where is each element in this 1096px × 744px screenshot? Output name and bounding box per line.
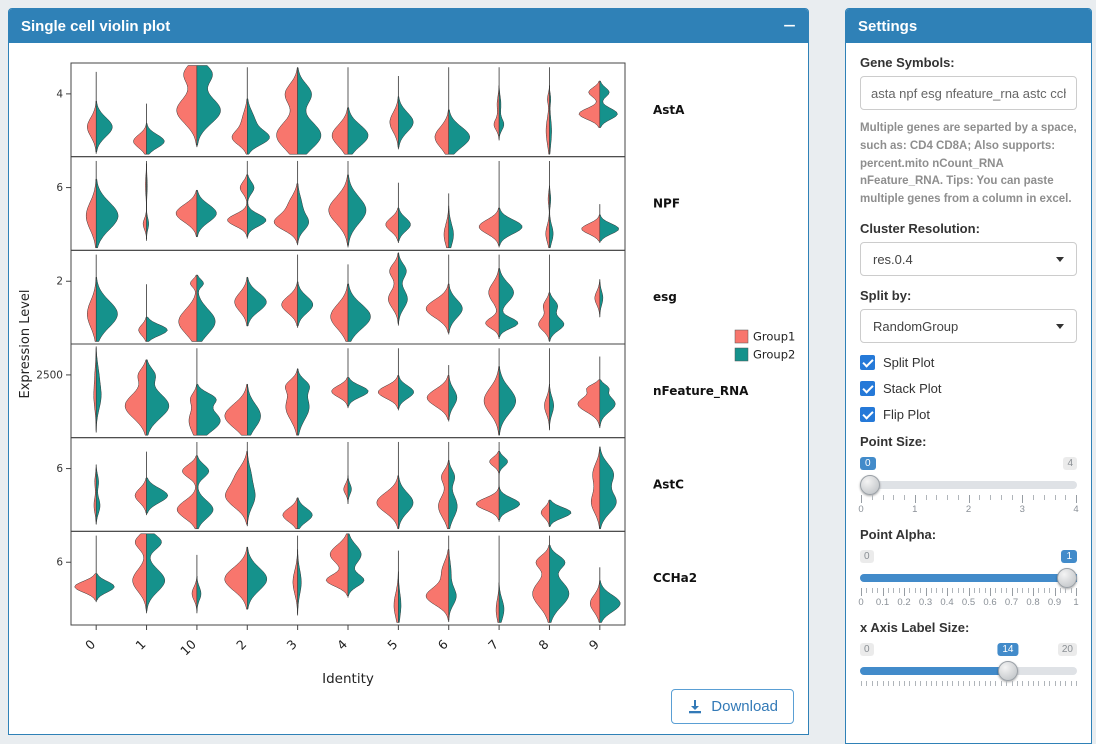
slider-grid — [861, 681, 1077, 700]
violin-plot: 4 AstA 6 NPF 2 esg 2500 nFeature_RNA 6 AstC 6 CCHa2… — [18, 62, 795, 687]
svg-text:9: 9 — [586, 636, 602, 652]
svg-text:esg: esg — [653, 290, 677, 304]
point-size-label: Point Size: — [860, 434, 927, 450]
slider-value-badge: 0 — [860, 457, 876, 471]
violin-plot-panel: Single cell violin plot − 4 AstA 6 NPF 2 esg 2… — [8, 8, 809, 735]
slider-fill-bar — [860, 574, 1077, 583]
download-button[interactable]: Download — [671, 689, 794, 724]
checkbox-checked-icon — [860, 355, 875, 371]
violin-panel-title: Single cell violin plot — [21, 17, 171, 35]
slider-value-badge: 14 — [997, 643, 1019, 657]
svg-text:4: 4 — [334, 636, 350, 652]
split-plot-checkbox[interactable]: Split Plot — [860, 355, 1077, 371]
svg-text:Group2: Group2 — [753, 348, 795, 362]
gene-symbols-input[interactable] — [860, 76, 1077, 110]
x-axis-label-size-slider[interactable]: 0 20 14 — [860, 641, 1077, 701]
svg-text:2: 2 — [56, 276, 63, 288]
download-icon — [689, 699, 702, 713]
svg-text:6: 6 — [56, 182, 63, 194]
stack-plot-checkbox-label: Stack Plot — [883, 381, 942, 397]
svg-text:7: 7 — [485, 637, 501, 653]
dropdown-caret-icon — [1056, 323, 1064, 329]
svg-text:2500: 2500 — [36, 369, 63, 381]
split-by-label: Split by: — [860, 288, 912, 304]
settings-panel-title: Settings — [858, 17, 918, 35]
download-label: Download — [711, 698, 778, 715]
svg-text:2: 2 — [233, 637, 249, 653]
svg-text:CCHa2: CCHa2 — [653, 571, 697, 585]
svg-text:8: 8 — [535, 636, 551, 652]
svg-text:AstA: AstA — [653, 103, 685, 117]
svg-text:Group1: Group1 — [753, 330, 795, 344]
gene-symbols-help-text: Multiple genes are separted by a space, … — [860, 122, 1077, 206]
flip-plot-checkbox-label: Flip Plot — [883, 407, 930, 423]
slider-handle[interactable] — [997, 661, 1018, 682]
point-size-slider[interactable]: 04001234 — [858, 457, 1079, 516]
svg-text:5: 5 — [384, 637, 400, 653]
svg-text:6: 6 — [435, 636, 451, 652]
slider-track — [860, 481, 1077, 490]
violin-panel-body: 4 AstA 6 NPF 2 esg 2500 nFeature_RNA 6 AstC 6 CCHa2… — [9, 43, 808, 734]
slider-value-badge: 1 — [1061, 550, 1077, 564]
violin-panel-header: Single cell violin plot − — [9, 9, 808, 43]
gene-symbols-label: Gene Symbols: — [860, 55, 955, 70]
svg-text:4: 4 — [56, 88, 63, 100]
split-plot-checkbox-label: Split Plot — [883, 355, 935, 371]
collapse-button[interactable]: − — [783, 13, 796, 38]
cluster-resolution-select[interactable]: res.0.4 — [860, 242, 1077, 277]
checkbox-checked-icon — [860, 407, 875, 423]
svg-text:Identity: Identity — [322, 671, 374, 687]
svg-text:AstC: AstC — [653, 478, 684, 492]
flip-plot-checkbox[interactable]: Flip Plot — [860, 407, 1077, 423]
stack-plot-checkbox[interactable]: Stack Plot — [860, 381, 1077, 397]
cluster-resolution-value: res.0.4 — [873, 251, 913, 267]
svg-text:3: 3 — [284, 637, 300, 653]
svg-text:0: 0 — [82, 636, 98, 652]
point-alpha-slider[interactable]: 01100.10.20.30.40.50.60.70.80.91 — [858, 550, 1079, 609]
cluster-resolution-label: Cluster Resolution: — [860, 221, 980, 237]
svg-text:6: 6 — [56, 463, 63, 475]
svg-text:Expression Level: Expression Level — [18, 289, 33, 398]
split-by-select[interactable]: RandomGroup — [860, 309, 1077, 344]
slider-fill-bar — [860, 667, 1012, 676]
settings-panel-header: Settings — [846, 9, 1091, 43]
slider-handle[interactable] — [860, 475, 880, 496]
svg-text:10: 10 — [177, 636, 199, 658]
point-alpha-label: Point Alpha: — [860, 527, 937, 543]
checkbox-checked-icon — [860, 381, 875, 397]
svg-text:NPF: NPF — [653, 197, 680, 211]
svg-text:nFeature_RNA: nFeature_RNA — [653, 384, 749, 399]
settings-panel: Settings Gene Symbols: Multiple genes ar… — [845, 8, 1092, 744]
svg-text:1: 1 — [132, 637, 148, 653]
slider-grid: 0 0.1 0.2 0.3 0.4 0.5 0.6 0.7 0.8 0.9 1 — [858, 588, 1079, 608]
download-row: Download — [671, 689, 794, 724]
slider-handle[interactable] — [1057, 568, 1077, 589]
x-axis-label-size-label: x Axis Label Size: — [860, 620, 970, 636]
split-by-value: RandomGroup — [873, 318, 959, 334]
settings-panel-body: Gene Symbols: Multiple genes are separte… — [846, 43, 1091, 743]
dropdown-caret-icon — [1056, 256, 1064, 262]
svg-text:6: 6 — [56, 557, 63, 569]
